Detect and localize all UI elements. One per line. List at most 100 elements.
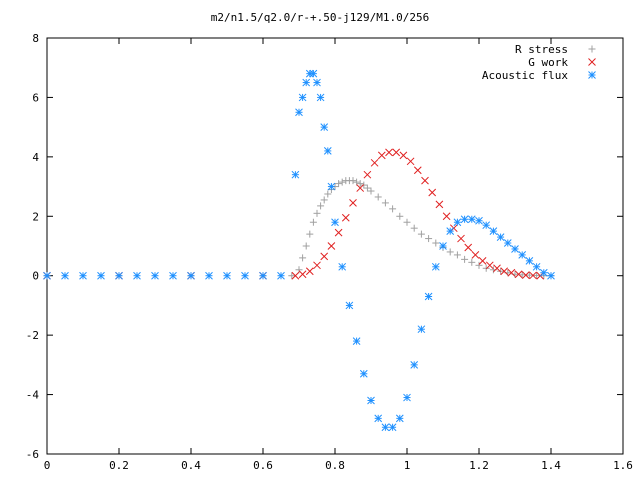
y-tick-label: 0 xyxy=(32,270,39,283)
y-tick-label: -2 xyxy=(26,329,39,342)
data-point xyxy=(374,414,383,423)
x-tick-label: 0.8 xyxy=(325,459,345,472)
data-point xyxy=(425,235,433,243)
x-tick-label: 0.6 xyxy=(253,459,273,472)
legend-marker xyxy=(588,71,596,79)
data-point xyxy=(334,228,343,237)
data-point xyxy=(377,151,386,160)
data-point xyxy=(518,251,527,259)
data-point xyxy=(435,200,444,209)
y-tick-label: -6 xyxy=(26,448,39,461)
data-point xyxy=(396,212,404,220)
data-point xyxy=(338,262,347,271)
data-point xyxy=(299,254,307,262)
data-point xyxy=(464,243,473,252)
data-point xyxy=(295,108,303,117)
data-point xyxy=(277,271,285,280)
data-point xyxy=(341,213,350,222)
x-tick-label: 0 xyxy=(44,459,51,472)
legend-label: R stress xyxy=(515,43,568,56)
x-tick-label: 1.2 xyxy=(469,459,489,472)
data-point xyxy=(525,271,533,279)
data-point xyxy=(205,271,213,280)
data-point xyxy=(115,271,123,280)
data-point xyxy=(457,234,465,243)
data-point xyxy=(431,262,440,271)
data-point xyxy=(547,271,555,280)
data-point xyxy=(453,218,462,227)
data-point xyxy=(313,261,321,270)
x-tick-label: 0.4 xyxy=(181,459,201,472)
data-point xyxy=(327,182,336,191)
data-point xyxy=(331,218,339,227)
data-point xyxy=(381,199,389,207)
data-point xyxy=(413,166,422,175)
data-point xyxy=(302,242,310,250)
data-point xyxy=(367,396,375,405)
data-point xyxy=(410,361,419,369)
data-point xyxy=(406,157,415,166)
data-point xyxy=(485,261,494,270)
data-point xyxy=(392,148,401,157)
data-point xyxy=(295,266,303,274)
data-point xyxy=(320,123,329,131)
data-point xyxy=(525,257,534,265)
data-point xyxy=(356,180,364,188)
legend-label: G work xyxy=(528,56,568,69)
data-point xyxy=(493,264,501,273)
data-point xyxy=(356,184,365,192)
legend-label: Acoustic flux xyxy=(482,69,568,82)
data-point xyxy=(367,187,375,195)
data-point xyxy=(500,267,509,276)
data-point xyxy=(453,251,461,259)
data-point xyxy=(439,242,447,250)
y-tick-label: 8 xyxy=(32,32,39,45)
data-point xyxy=(385,148,393,157)
data-point xyxy=(338,178,346,186)
data-point xyxy=(305,69,314,78)
legend-marker xyxy=(588,58,596,66)
data-point xyxy=(468,258,476,266)
data-point xyxy=(305,267,314,276)
y-tick-label: -4 xyxy=(26,389,40,402)
data-point xyxy=(291,170,300,179)
data-point xyxy=(320,252,329,261)
y-tick-label: 6 xyxy=(32,91,39,104)
data-point xyxy=(352,337,361,345)
data-point xyxy=(370,158,379,167)
data-point xyxy=(43,271,51,280)
x-tick-label: 1.4 xyxy=(541,459,561,472)
data-point xyxy=(389,205,397,213)
data-point xyxy=(388,423,397,432)
data-point xyxy=(478,257,487,265)
data-point xyxy=(410,224,418,232)
data-point xyxy=(313,209,321,217)
data-point xyxy=(298,93,307,102)
data-point xyxy=(399,151,408,160)
data-point xyxy=(446,227,455,235)
data-point xyxy=(324,190,332,198)
data-point xyxy=(432,239,440,247)
y-tick-label: 4 xyxy=(32,151,39,164)
data-point xyxy=(223,271,231,280)
data-point xyxy=(424,292,433,301)
data-point xyxy=(529,271,537,280)
series-layer xyxy=(43,69,555,432)
data-point xyxy=(446,248,454,256)
data-point xyxy=(511,245,519,253)
data-point xyxy=(316,93,325,102)
data-point xyxy=(335,180,343,188)
data-point xyxy=(471,251,480,259)
data-point xyxy=(353,178,361,186)
data-point xyxy=(514,270,523,279)
data-point xyxy=(363,184,371,192)
data-point xyxy=(298,270,307,279)
x-tick-label: 0.2 xyxy=(109,459,129,472)
data-point xyxy=(97,271,105,280)
data-point xyxy=(417,230,425,238)
data-point xyxy=(533,271,541,279)
data-point xyxy=(539,268,548,277)
data-point xyxy=(428,188,437,197)
